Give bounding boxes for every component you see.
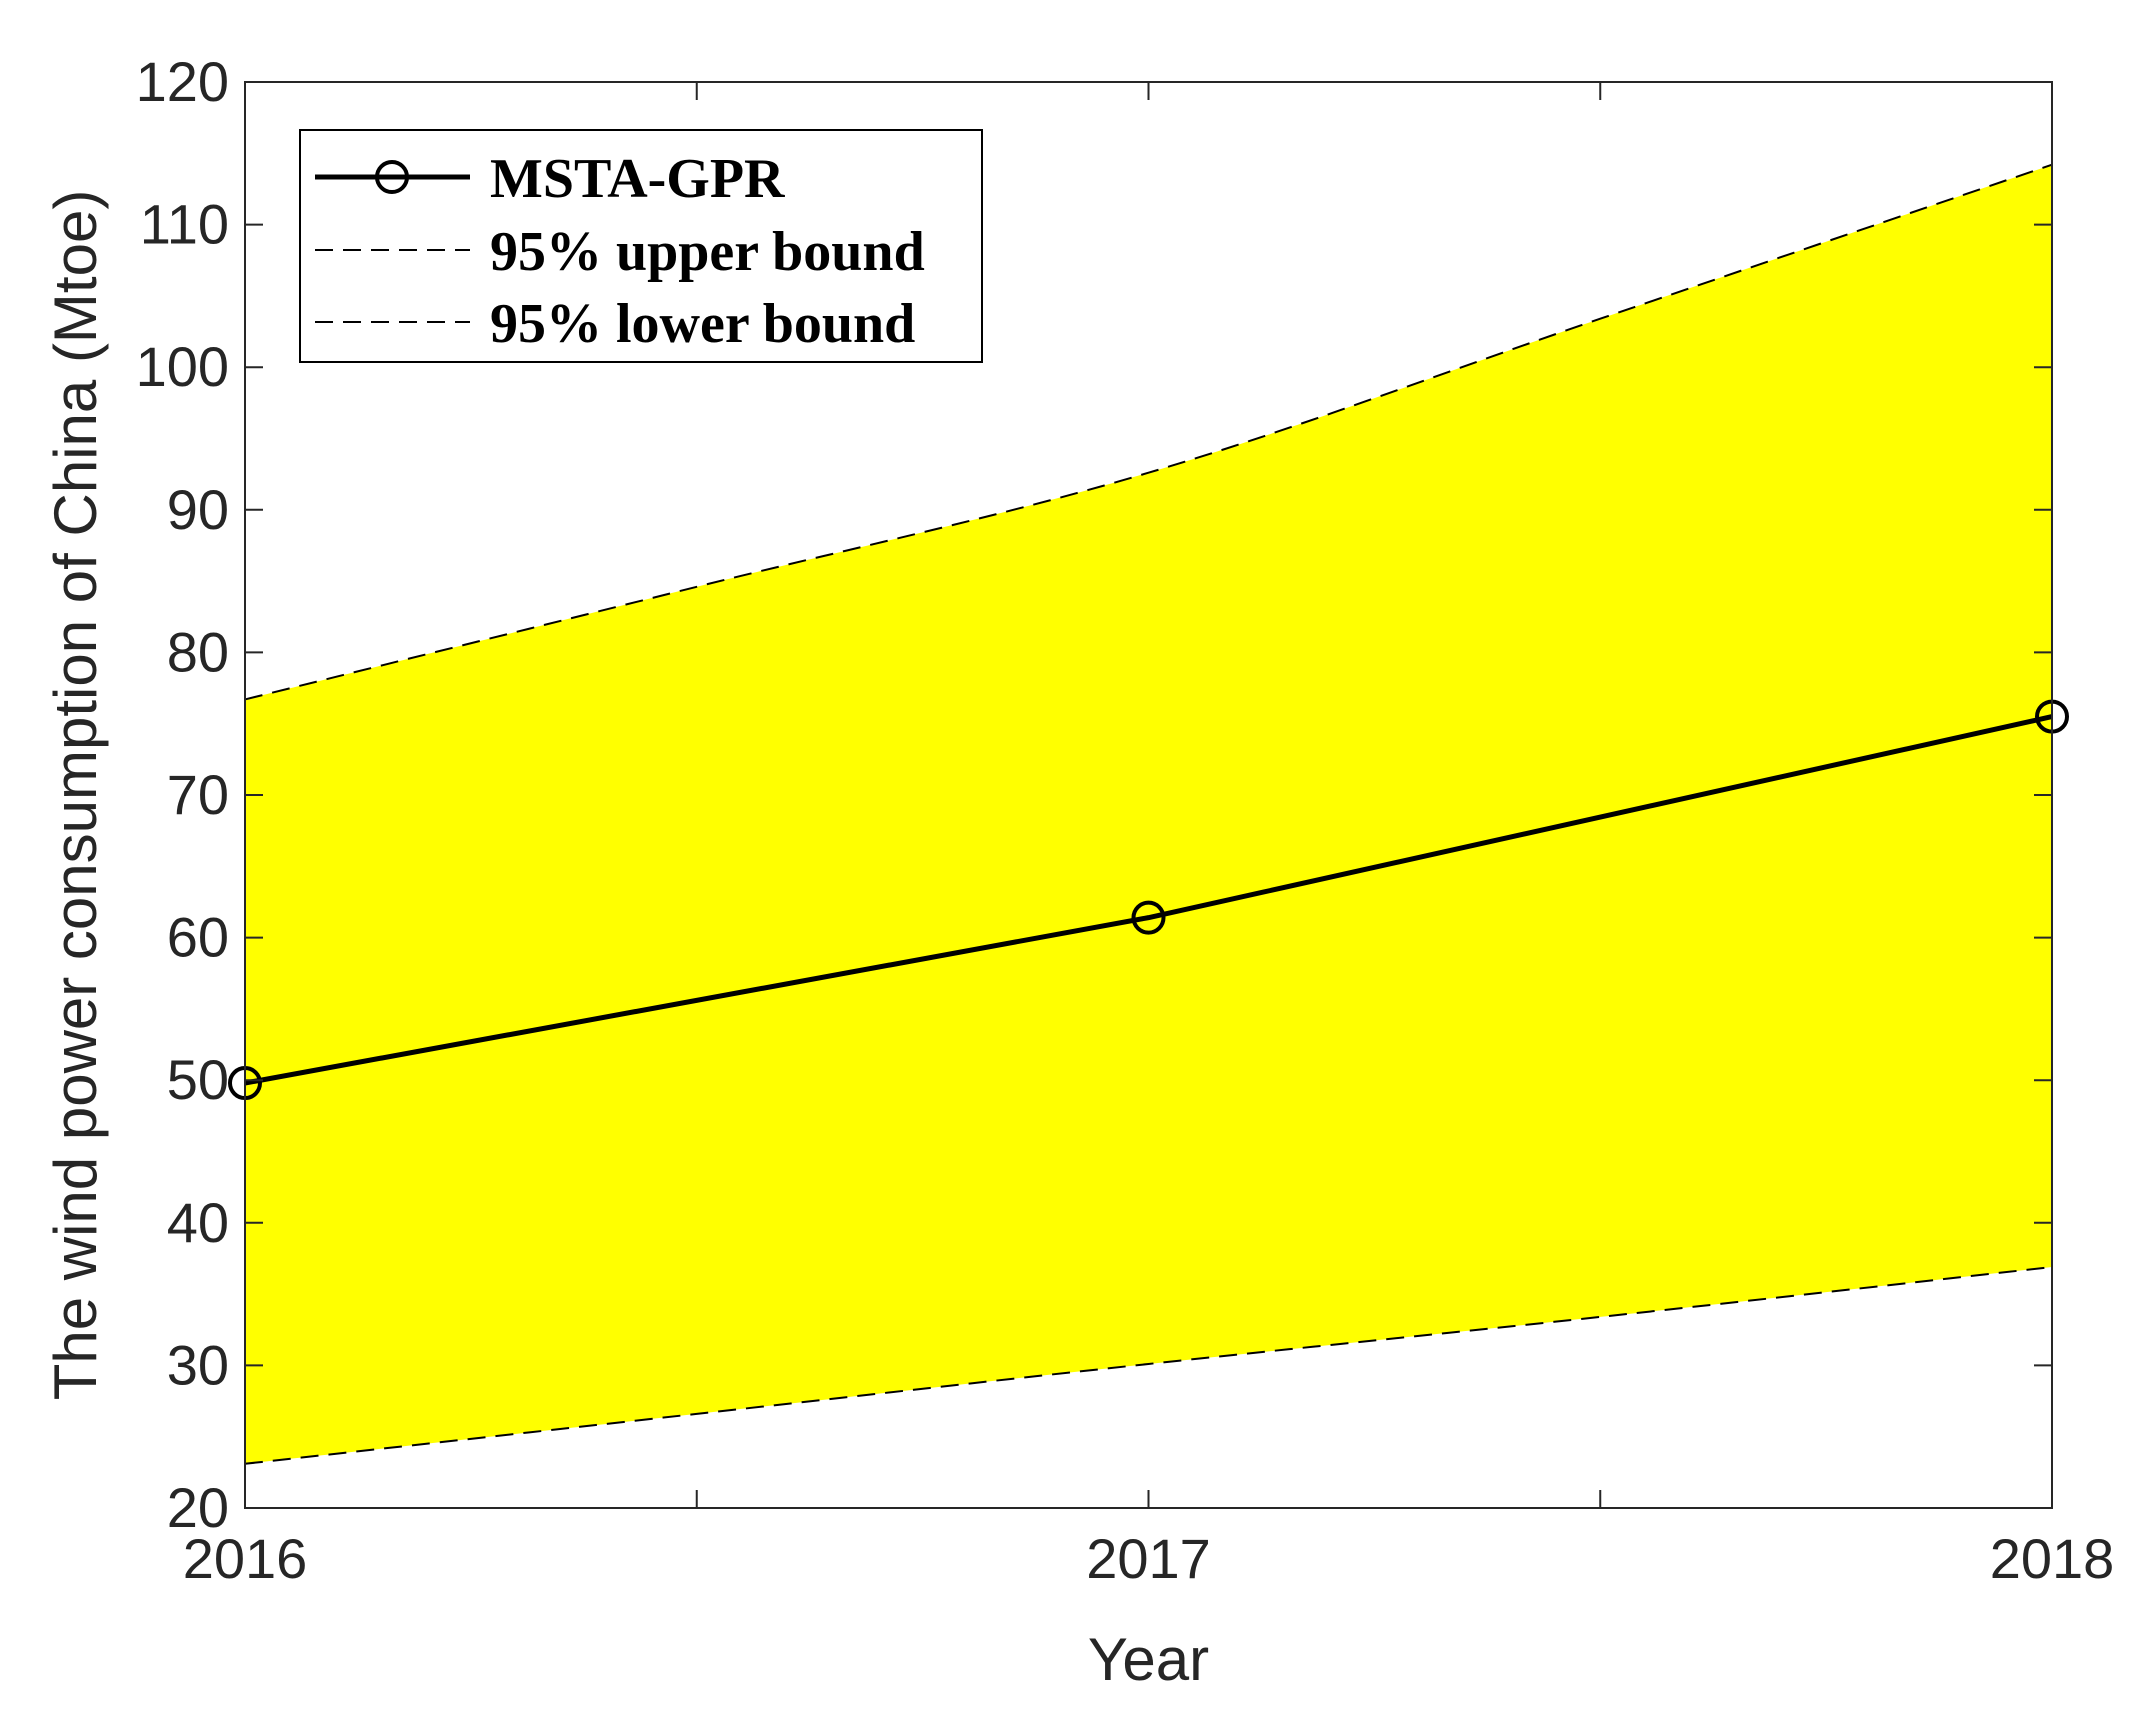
lower-bound-line (244, 1266, 2053, 1465)
upper-bound-line (244, 163, 2053, 701)
legend-marker-msta-gpr (375, 160, 409, 194)
x-tick-labels: 2016 2017 2018 (183, 1527, 2115, 1590)
y-tick-label-80: 80 (167, 620, 229, 683)
axes-layer (244, 81, 2053, 1509)
confidence-band-layer (245, 164, 2052, 1464)
legend-label-msta-gpr: MSTA-GPR (490, 148, 785, 210)
legend-box (299, 129, 983, 363)
confidence-band (245, 164, 2052, 1464)
y-tick-label-50: 50 (167, 1048, 229, 1111)
y-tick-label-70: 70 (167, 763, 229, 826)
y-tick-label-20: 20 (167, 1476, 229, 1539)
bound-lines-layer (244, 163, 2053, 1465)
x-tick-label-2017: 2017 (1086, 1527, 1211, 1590)
x-tick-label-2016: 2016 (183, 1527, 308, 1590)
y-tick-label-30: 30 (167, 1333, 229, 1396)
legend: MSTA-GPR 95% upper bound 95% lower bound (299, 129, 983, 363)
msta-gpr-point-2017 (1131, 900, 1166, 935)
y-tick-label-120: 120 (136, 50, 229, 113)
x-axis-label: Year (1088, 1626, 1209, 1693)
y-tick-label-110: 110 (140, 193, 229, 256)
y-tick-label-100: 100 (136, 335, 229, 398)
x-tick-label-2018: 2018 (1990, 1527, 2115, 1590)
legend-label-lower-bound: 95% lower bound (490, 293, 915, 355)
legend-label-upper-bound: 95% upper bound (490, 221, 925, 283)
y-axis-label: The wind power consumption of China (Mto… (42, 190, 109, 1401)
y-tick-label-90: 90 (167, 478, 229, 541)
y-tick-labels: 20 30 40 50 60 70 80 90 100 110 120 (136, 50, 229, 1539)
y-tick-label-60: 60 (167, 906, 229, 969)
msta-gpr-line (244, 714, 2053, 1086)
y-tick-label-40: 40 (167, 1191, 229, 1254)
